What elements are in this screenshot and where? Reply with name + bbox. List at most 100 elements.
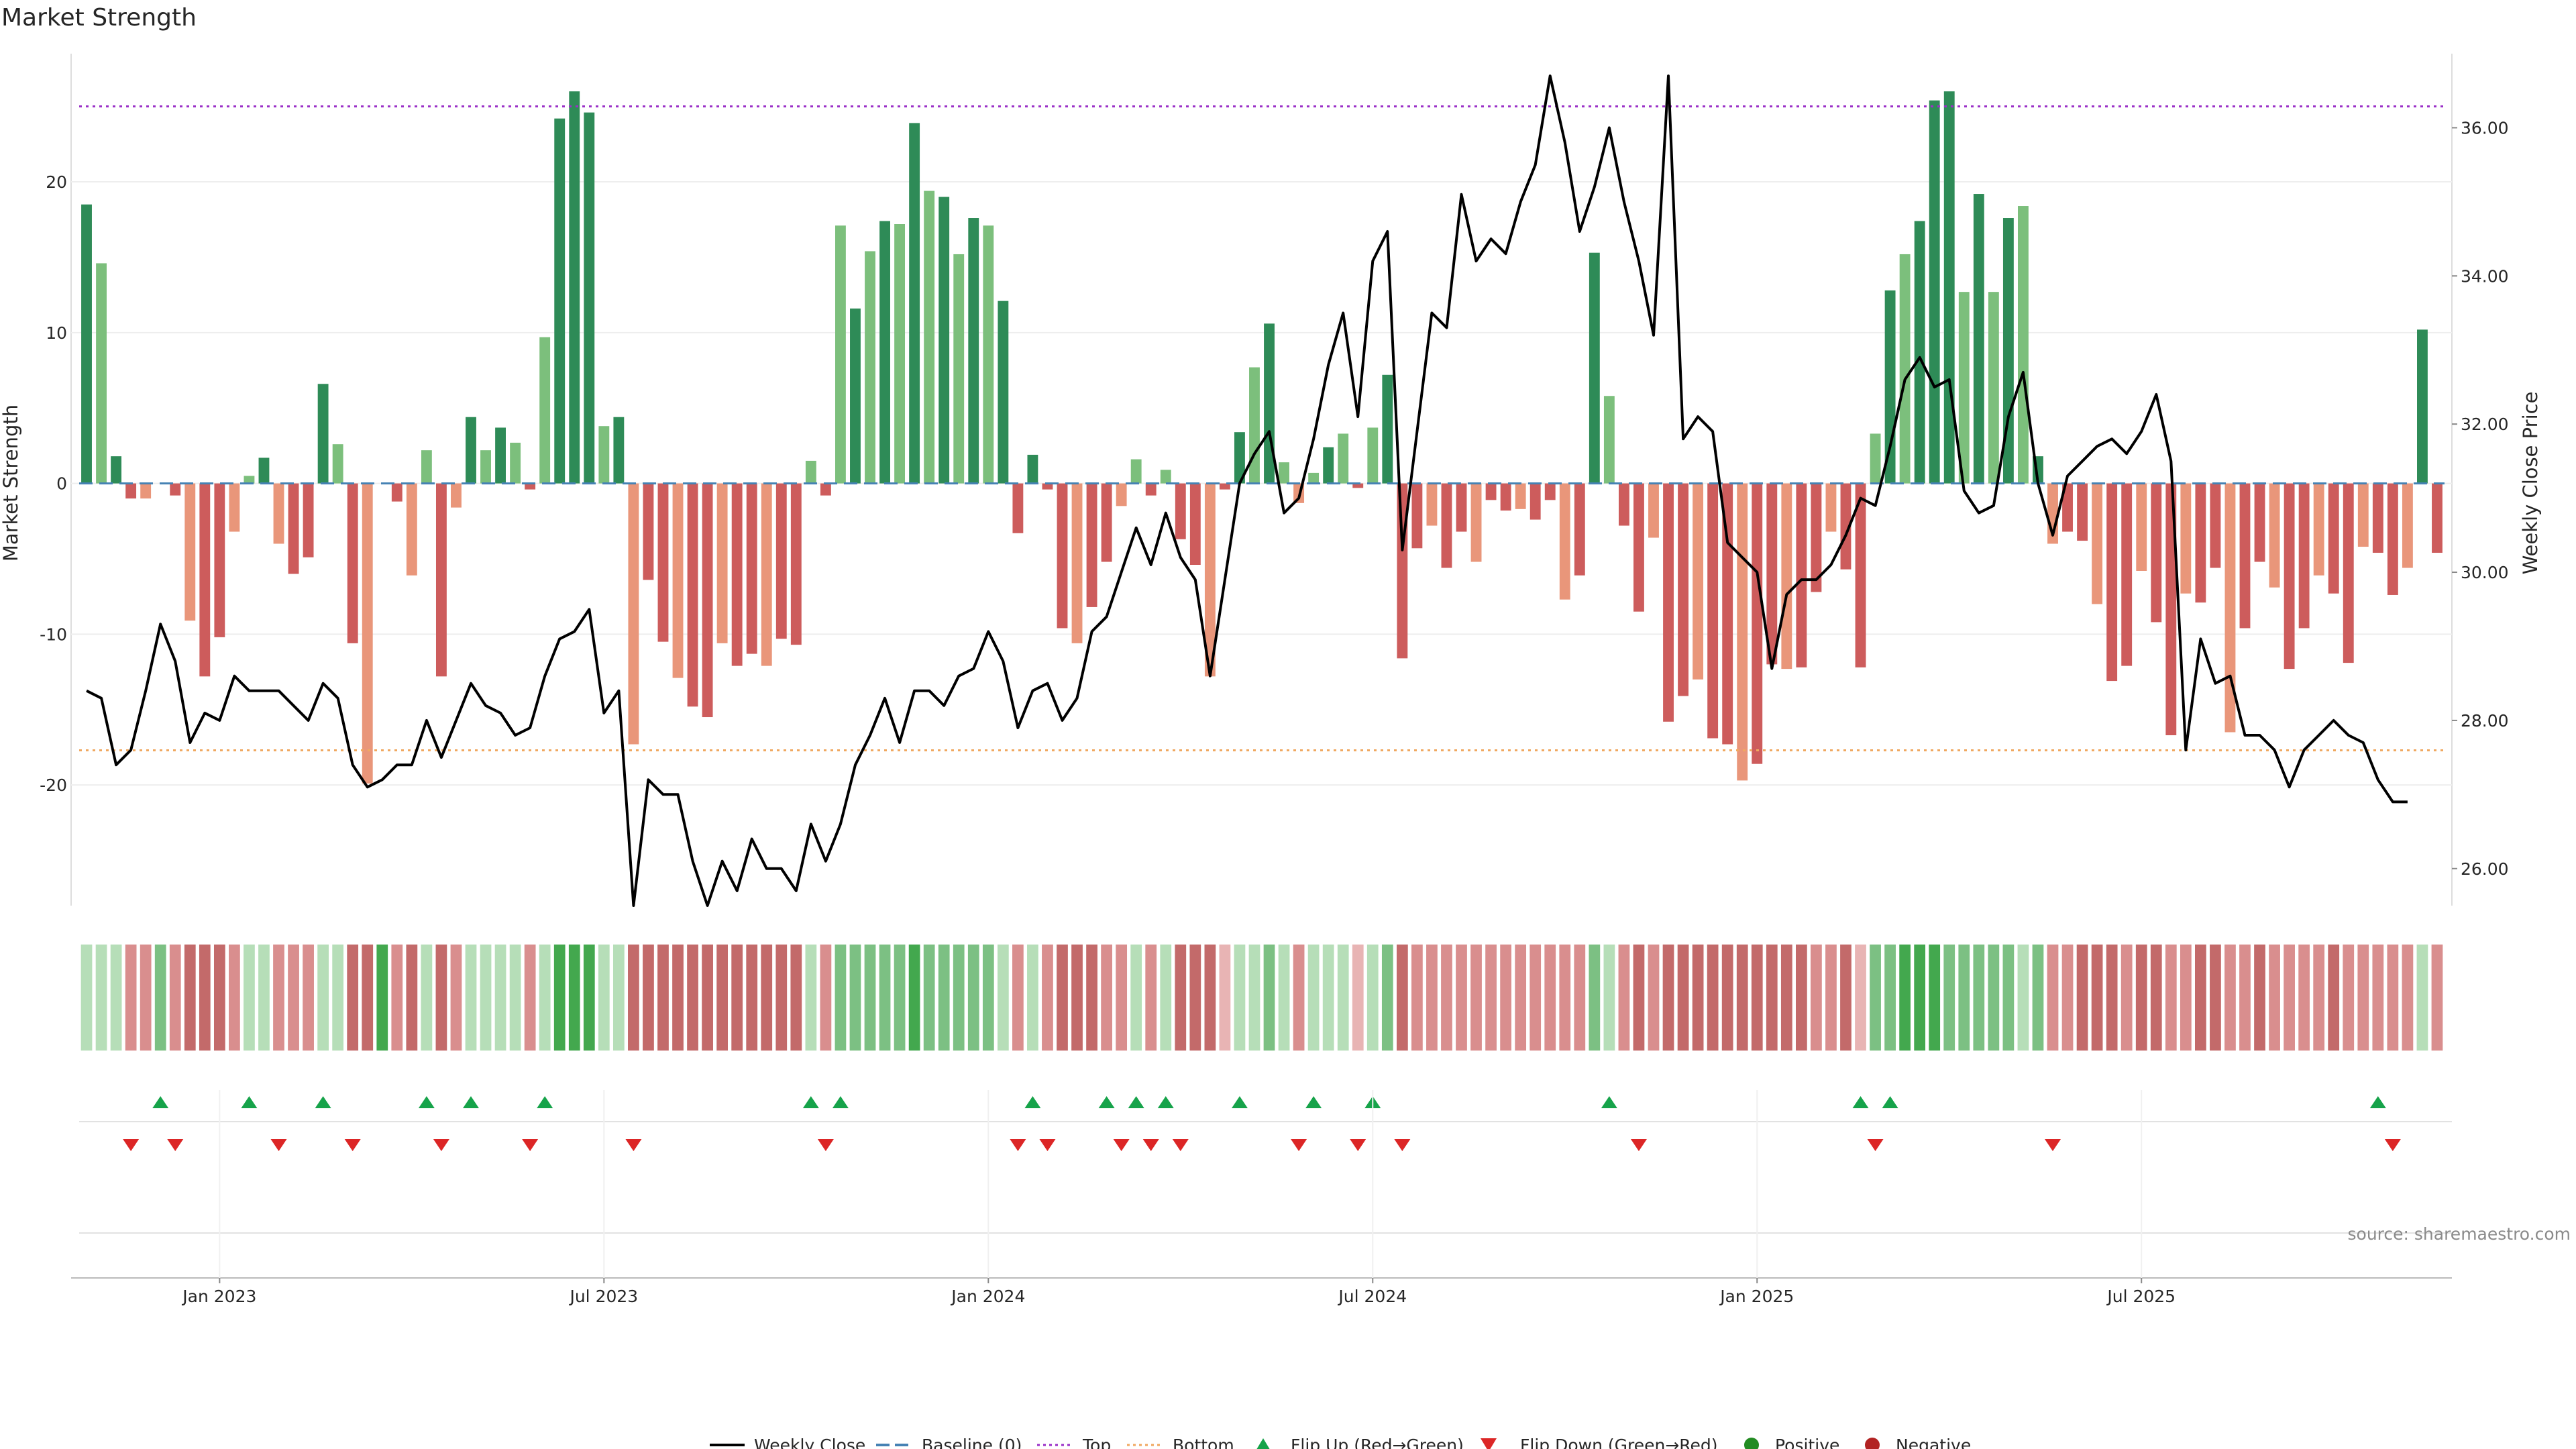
- strength-bar: [1411, 483, 1423, 549]
- strength-bar: [1544, 483, 1556, 500]
- heatmap-cell: [1426, 945, 1438, 1051]
- strength-bar: [953, 254, 965, 484]
- flip-up-marker: [462, 1096, 479, 1108]
- strength-bar: [850, 308, 861, 484]
- heatmap-cell: [894, 945, 906, 1051]
- strength-bar: [761, 483, 772, 666]
- strength-bar: [1086, 483, 1097, 607]
- strength-bar: [1042, 483, 1053, 490]
- strength-bar: [1189, 483, 1201, 565]
- heatmap-cell: [154, 945, 166, 1051]
- heatmap-cell: [1234, 945, 1246, 1051]
- strength-bar: [391, 483, 402, 502]
- strength-bar: [1796, 483, 1807, 667]
- heatmap-cell: [1116, 945, 1128, 1051]
- source-note: source: sharemaestro.com: [2348, 1224, 2571, 1244]
- heatmap-cell: [967, 945, 979, 1051]
- x-tick-label: Jan 2025: [1719, 1287, 1794, 1306]
- heatmap-cell: [539, 945, 551, 1051]
- heatmap-cell: [879, 945, 891, 1051]
- heatmap-cell: [2061, 945, 2074, 1051]
- strength-bar: [96, 263, 107, 484]
- heatmap-cell: [2431, 945, 2443, 1051]
- strength-bar: [746, 483, 757, 654]
- strength-bar: [1529, 483, 1541, 520]
- flip-up-marker: [418, 1096, 435, 1108]
- heatmap-cell: [1929, 945, 1941, 1051]
- strength-bar: [273, 483, 284, 544]
- heatmap-cell: [2343, 945, 2355, 1051]
- strength-bar: [1145, 483, 1157, 496]
- heatmap-cell: [1042, 945, 1053, 1051]
- heatmap-cell: [643, 945, 654, 1051]
- strength-bar: [1633, 483, 1644, 612]
- heatmap-cell: [1130, 945, 1142, 1051]
- strength-bar: [495, 427, 506, 484]
- strength-bar: [1973, 194, 1984, 484]
- strength-bar: [1840, 483, 1851, 570]
- heatmap-cell: [1943, 945, 1955, 1051]
- heatmap-cell: [2165, 945, 2177, 1051]
- flip-down-marker: [1291, 1139, 1307, 1151]
- heatmap-cell: [1736, 945, 1748, 1051]
- heatmap-cell: [317, 945, 329, 1051]
- strength-bar: [2062, 483, 2073, 532]
- left-axis-label: Market Strength: [0, 405, 22, 561]
- strength-bar: [598, 426, 610, 484]
- left-axis: 20 10 0 -10 -20: [40, 172, 67, 795]
- heatmap-cell: [2091, 945, 2103, 1051]
- flip-up-marker: [1852, 1096, 1869, 1108]
- heatmap-cell: [2076, 945, 2088, 1051]
- strength-bar: [2357, 483, 2369, 547]
- heatmap-cell: [672, 945, 684, 1051]
- strength-bar: [2284, 483, 2295, 669]
- strength-bar: [584, 112, 595, 484]
- strength-bar: [1855, 483, 1866, 667]
- strength-bar: [125, 483, 137, 499]
- heatmap-cell: [1175, 945, 1187, 1051]
- heatmap-cell: [1307, 945, 1320, 1051]
- heatmap-cell: [1263, 945, 1275, 1051]
- heatmap-cell: [509, 945, 521, 1051]
- strength-bar: [525, 483, 536, 490]
- flip-down-marker: [2384, 1139, 2401, 1151]
- heatmap-cell: [465, 945, 477, 1051]
- heatmap-cell: [2121, 945, 2133, 1051]
- flip-down-marker: [433, 1139, 449, 1151]
- right-tick-label: 34.00: [2461, 266, 2509, 286]
- heatmap-cell: [982, 945, 994, 1051]
- heatmap-cell: [2047, 945, 2059, 1051]
- strength-bar: [968, 218, 979, 484]
- flip-down-marker: [817, 1139, 834, 1151]
- heatmap-cell: [1780, 945, 1792, 1051]
- heatmap-cell: [1559, 945, 1571, 1051]
- legend-flip-up: Flip Up (Red→Green): [1291, 1436, 1464, 1449]
- flip-down-marker: [522, 1139, 539, 1151]
- strength-bar: [1500, 483, 1511, 511]
- strength-bar: [2210, 483, 2221, 568]
- strength-bar: [1485, 483, 1497, 500]
- heatmap-cell: [1648, 945, 1660, 1051]
- heatmap-cell: [805, 945, 817, 1051]
- heatmap-cell: [1958, 945, 1970, 1051]
- heatmap-cell: [1366, 945, 1379, 1051]
- flip-down-marker: [625, 1139, 642, 1151]
- strength-bar: [1929, 100, 1940, 484]
- strength-bar: [2017, 206, 2029, 484]
- price-line-group: [86, 74, 2408, 907]
- right-tick-label: 26.00: [2461, 859, 2509, 879]
- right-axis-label: Weekly Close Price: [2519, 392, 2542, 575]
- heatmap-cell: [612, 945, 625, 1051]
- strength-bar: [628, 483, 639, 745]
- heatmap-cell: [1012, 945, 1024, 1051]
- heatmap-cell: [95, 945, 107, 1051]
- heatmap-cell: [716, 945, 729, 1051]
- heatmap-cell: [2313, 945, 2325, 1051]
- strength-bars: [81, 91, 2443, 784]
- flip-up-marker: [1231, 1096, 1248, 1108]
- strength-bar: [1589, 252, 1600, 484]
- flip-up-marker: [152, 1096, 169, 1108]
- weekly-close-line: [86, 74, 2408, 907]
- flip-down-marker: [1113, 1139, 1130, 1151]
